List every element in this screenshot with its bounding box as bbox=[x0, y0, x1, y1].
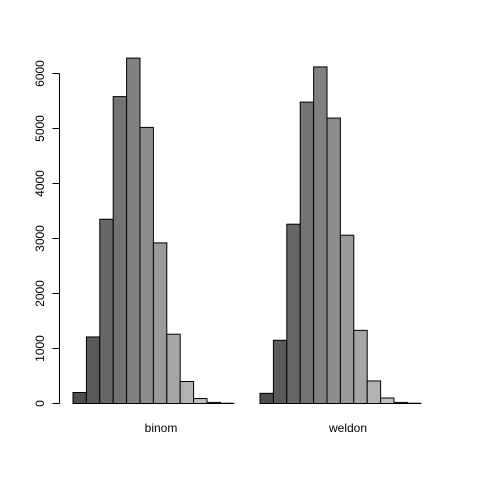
bars-layer bbox=[72, 57, 422, 405]
y-axis: 0 1000 2000 3000 4000 5000 6000 bbox=[33, 60, 60, 407]
bar-weldon-6 bbox=[326, 117, 341, 405]
bar-weldon-9 bbox=[366, 380, 382, 405]
bar-weldon-2 bbox=[272, 339, 288, 404]
group-label-binom: binom bbox=[145, 421, 178, 435]
y-tick-label: 5000 bbox=[33, 115, 47, 142]
bar-binom-7 bbox=[152, 242, 168, 404]
x-group-labels: binom weldon bbox=[145, 421, 367, 435]
bar-weldon-11 bbox=[393, 401, 408, 404]
y-tick-label: 6000 bbox=[33, 60, 47, 87]
bar-weldon-10 bbox=[380, 397, 395, 404]
bar-binom-6 bbox=[139, 126, 154, 405]
bar-weldon-3 bbox=[286, 223, 301, 404]
y-tick-label: 1000 bbox=[33, 335, 47, 362]
bar-binom-8 bbox=[166, 333, 181, 405]
y-tick-label: 2000 bbox=[33, 280, 47, 307]
bar-binom-9 bbox=[179, 381, 195, 404]
y-tick-label: 4000 bbox=[33, 170, 47, 197]
bar-binom-2 bbox=[85, 336, 101, 405]
bar-weldon-7 bbox=[339, 234, 355, 404]
bar-weldon-8 bbox=[353, 329, 368, 405]
group-label-weldon: weldon bbox=[328, 421, 367, 435]
bar-binom-3 bbox=[99, 218, 114, 404]
bar-binom-11 bbox=[206, 401, 221, 404]
bar-weldon-4 bbox=[299, 101, 315, 404]
y-tick-label: 0 bbox=[33, 400, 47, 407]
bar-binom-4 bbox=[112, 96, 128, 404]
bar-weldon-1 bbox=[259, 392, 274, 405]
bar-weldon-5 bbox=[313, 66, 328, 405]
bar-binom-5 bbox=[126, 57, 141, 404]
bar-binom-1 bbox=[72, 392, 87, 404]
bar-binom-10 bbox=[193, 398, 208, 404]
y-tick-label: 3000 bbox=[33, 225, 47, 252]
